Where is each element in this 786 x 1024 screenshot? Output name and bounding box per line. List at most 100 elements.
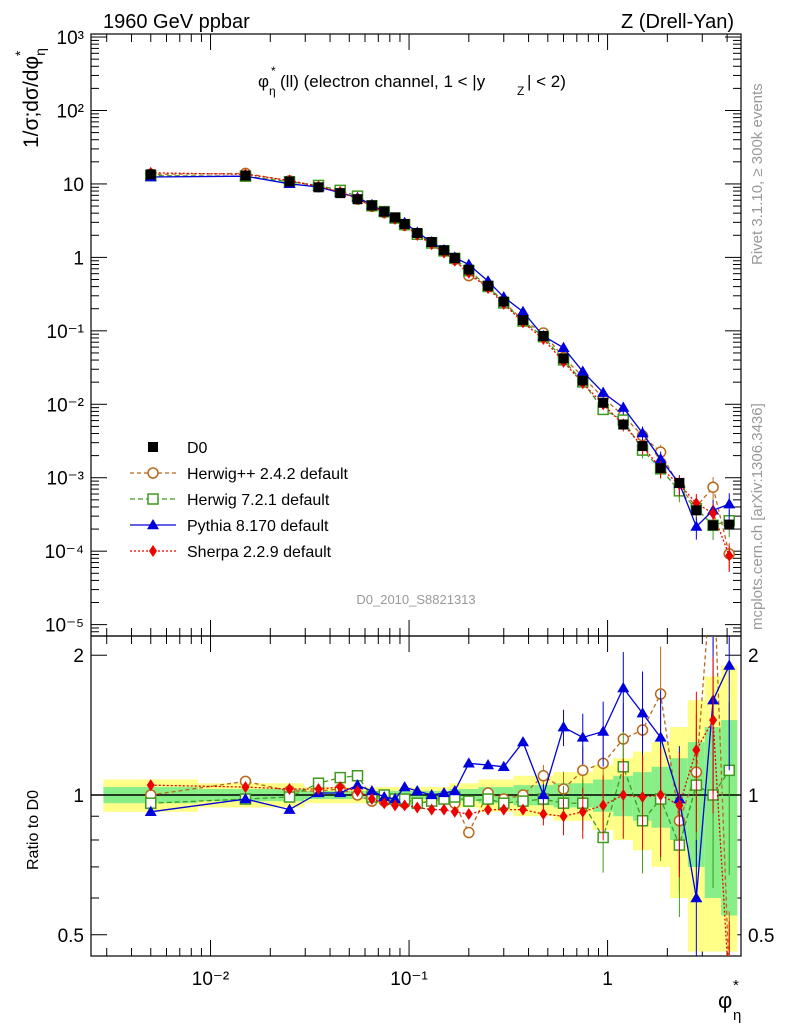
data-point — [517, 305, 530, 316]
data-point-d0 — [538, 331, 549, 342]
y-tick-label: 10⁻⁵ — [45, 616, 84, 637]
ratio-point — [427, 803, 436, 816]
ratio-point — [499, 803, 508, 816]
data-point — [707, 481, 719, 493]
data-point-d0 — [724, 519, 735, 530]
ratio-frame — [90, 635, 742, 957]
svg-text:(ll) (electron channel, 1 < |y: (ll) (electron channel, 1 < |y — [280, 72, 486, 91]
data-point — [576, 365, 589, 376]
ratio-point — [413, 801, 422, 814]
svg-text:η: η — [269, 84, 276, 98]
ratio-point — [656, 788, 665, 801]
ratio-point — [378, 791, 391, 802]
svg-text:*: * — [733, 977, 739, 994]
data-point — [636, 427, 649, 438]
data-point — [654, 453, 667, 464]
ratio-point — [464, 808, 473, 821]
ratio-point — [497, 760, 510, 772]
legend-marker — [147, 467, 159, 479]
ratio-point — [692, 743, 701, 756]
analysis-name: D0_2010_S8821313 — [356, 592, 475, 607]
legend-entry: Pythia 8.170 default — [130, 518, 329, 535]
ratio-point — [482, 759, 495, 770]
ratio-point — [576, 731, 589, 742]
svg-text:| < 2): | < 2) — [527, 72, 566, 91]
x-axis-label: φ η * — [718, 977, 741, 1024]
ratio-point — [353, 784, 362, 797]
ratio-point — [463, 795, 475, 807]
legend-marker — [148, 442, 158, 452]
ratio-tick-label-right: 0.5 — [748, 926, 774, 947]
data-point-d0 — [366, 200, 377, 211]
data-point-d0 — [518, 315, 529, 326]
data-point-d0 — [558, 353, 569, 364]
ratio-point — [577, 764, 589, 777]
legend-marker — [147, 493, 159, 505]
svg-text:η: η — [733, 1007, 741, 1024]
y-axis-label: 1/σ;dσ/dφη* — [12, 48, 48, 148]
ratio-point — [425, 788, 438, 800]
plot-title: φ η * (ll) (electron channel, 1 < |y Z |… — [258, 64, 566, 98]
ratio-y-label: Ratio to D0 — [25, 790, 42, 870]
data-point-d0 — [655, 463, 666, 474]
ratio-point — [283, 803, 296, 814]
ratio-point — [578, 805, 587, 818]
ratio-point — [484, 803, 493, 816]
ratio-point — [559, 810, 568, 823]
ratio-point — [438, 786, 451, 798]
legend-marker — [147, 519, 159, 530]
ratio-point — [723, 659, 736, 670]
ratio-point — [239, 793, 252, 804]
data-point-d0 — [439, 245, 450, 256]
legend-marker — [149, 545, 157, 557]
ratio-point — [539, 808, 548, 821]
main-panel — [144, 166, 736, 573]
y-tick-label: 10⁻³ — [47, 469, 85, 490]
ratio-point — [367, 793, 376, 806]
data-point-d0 — [145, 169, 156, 180]
legend-label: Pythia 8.170 default — [187, 518, 329, 535]
svg-text:1/σ;dσ/dφη*: 1/σ;dσ/dφη* — [12, 48, 48, 148]
ratio-point — [482, 793, 494, 805]
legend: D0 Herwig++ 2.4.2 default Herwig 7.2.1 def… — [130, 440, 349, 561]
ratio-point — [537, 788, 550, 800]
y-tick-label: 10 — [63, 175, 84, 196]
x-tick-label: 10⁻¹ — [390, 969, 428, 990]
ratio-point — [619, 788, 628, 801]
ratio-panel — [91, 549, 741, 956]
data-point-d0 — [674, 477, 685, 488]
svg-text:*: * — [271, 64, 276, 78]
legend-label: D0 — [187, 440, 208, 457]
svg-text:Z: Z — [517, 84, 524, 98]
ratio-point — [448, 784, 461, 796]
legend-label: Herwig++ 2.4.2 default — [187, 466, 349, 483]
legend-label: Herwig 7.2.1 default — [187, 492, 330, 509]
data-point-d0 — [618, 419, 629, 430]
ratio-point — [654, 731, 667, 742]
data-point — [597, 386, 610, 397]
y-tick-label: 10⁻⁴ — [45, 542, 84, 563]
legend-entry: Herwig++ 2.4.2 default — [130, 466, 349, 483]
data-point-d0 — [598, 397, 609, 408]
x-tick-label: 10⁻² — [192, 969, 230, 990]
ratio-point — [690, 891, 703, 903]
data-point — [557, 341, 570, 352]
data-point-d0 — [352, 194, 363, 205]
ratio-series-line — [150, 717, 728, 956]
data-point-d0 — [313, 182, 324, 193]
ratio-point — [519, 803, 528, 816]
legend-entry: Sherpa 2.2.9 default — [130, 544, 332, 561]
ratio-point — [463, 826, 475, 839]
ratio-point — [708, 549, 718, 559]
ratio-point — [285, 783, 294, 796]
data-point-d0 — [399, 218, 410, 229]
data-point-d0 — [335, 188, 346, 199]
ratio-tick-label: 0.5 — [58, 926, 84, 947]
data-point-d0 — [426, 236, 437, 247]
ratio-point — [380, 797, 389, 810]
ratio-point — [440, 803, 449, 816]
svg-text:φ: φ — [258, 72, 269, 91]
ratio-point — [365, 784, 378, 796]
ratio-point — [411, 784, 424, 796]
